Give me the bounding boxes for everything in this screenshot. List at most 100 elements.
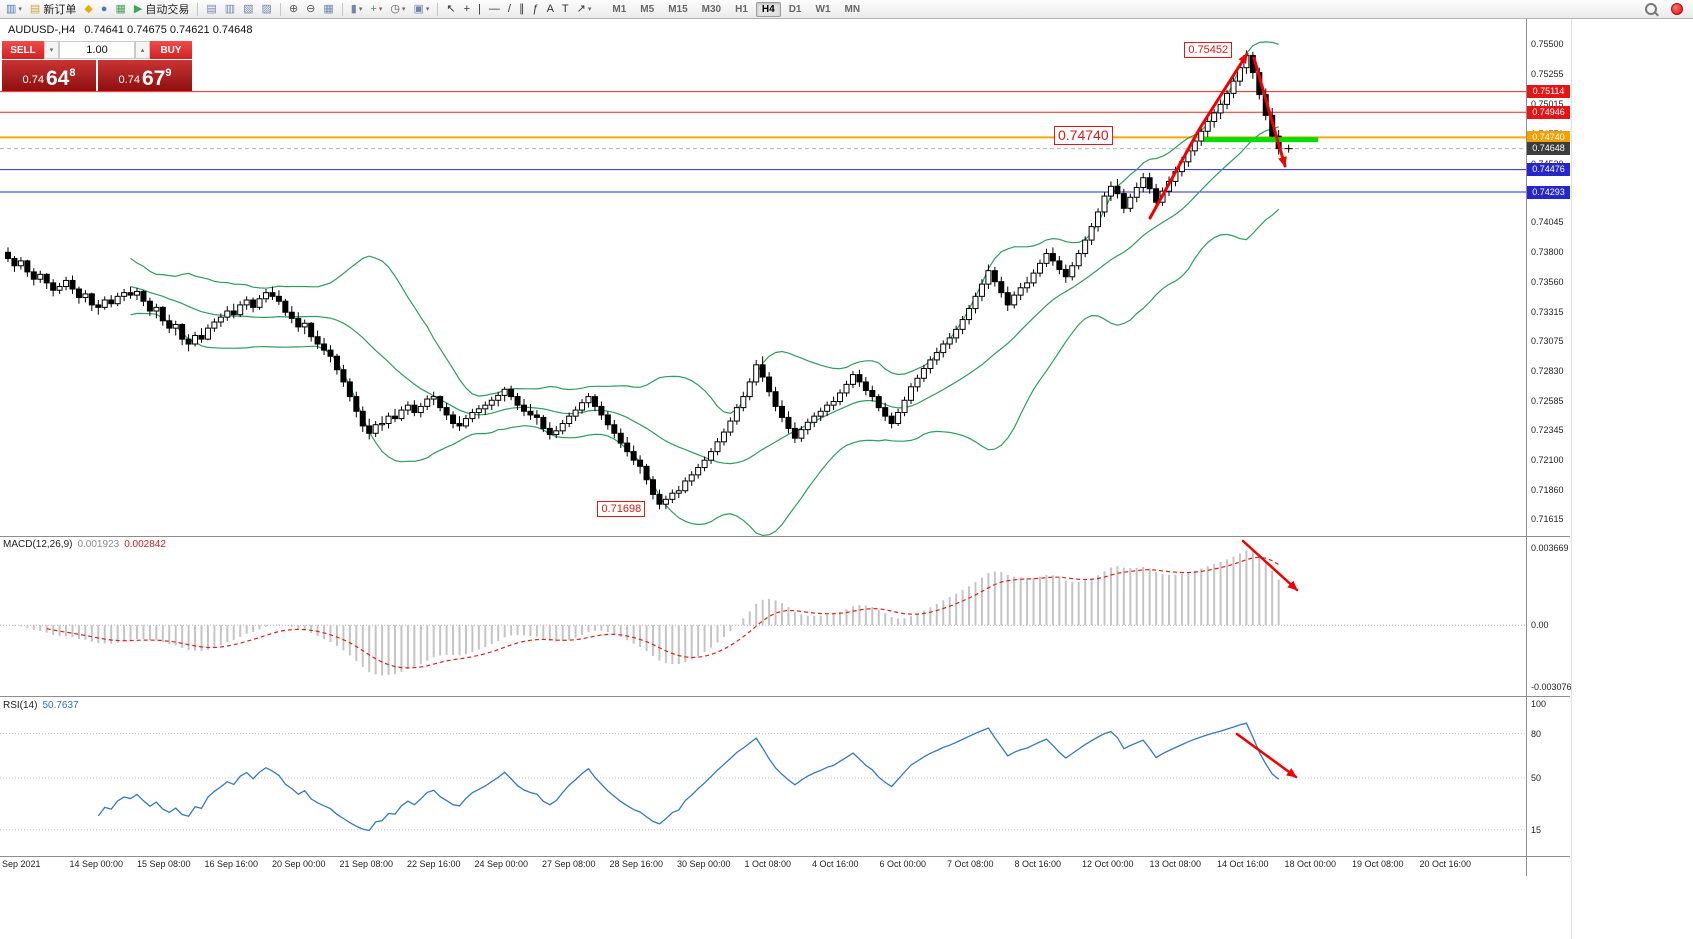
price-label: 0.75114 (1527, 85, 1570, 99)
arrows-tool-glyph: ↗ (576, 2, 586, 15)
autotrading-button[interactable]: ▶ 自动交易 (131, 1, 192, 18)
grid-button[interactable]: ▦ (320, 1, 336, 18)
search-icon[interactable] (1645, 3, 1657, 15)
alert-icon-glyph: ◆ (84, 2, 93, 15)
price-tick: 0.75015 (1531, 98, 1564, 109)
timeframe-m30[interactable]: M30 (701, 3, 722, 15)
chart-canvas[interactable] (0, 0, 1570, 880)
time-label: 19 Oct 08:00 (1352, 859, 1404, 869)
time-label: Sep 2021 (2, 859, 41, 869)
time-label: 14 Sep 00:00 (69, 859, 124, 869)
time-label: 1 Oct 08:00 (744, 859, 792, 869)
zoom-out-button-glyph: ⊖ (306, 2, 316, 15)
time-label: 28 Sep 16:00 (609, 859, 664, 869)
fibonacci-tool-glyph: ƒ (532, 2, 539, 15)
alert-icon[interactable]: ◆ (81, 1, 95, 18)
pane-separator-rsi[interactable] (0, 696, 1570, 697)
volume-input[interactable]: 1.00 (59, 41, 135, 59)
volume-decrease-button[interactable]: ▾ (44, 41, 59, 59)
chart-type-button-glyph: ▮ (350, 2, 357, 15)
pane-separator-macd[interactable] (0, 536, 1570, 537)
add-indicator-button-glyph: + (370, 2, 377, 15)
horizontal-line-tool[interactable]: — (486, 1, 503, 18)
price-tick: 0.72100 (1531, 455, 1564, 466)
macd-down-arrow (1241, 539, 1299, 592)
buy-price-button[interactable]: 0.74 67 9 (98, 60, 192, 91)
price-label: 0.74476 (1527, 163, 1570, 177)
zoom-in-button[interactable]: ⊕ (286, 1, 301, 18)
price-tick: 0.71860 (1531, 484, 1564, 495)
cursor-tool[interactable]: ↖ (443, 1, 458, 18)
timeframe-mn[interactable]: MN (844, 3, 861, 15)
timeframe-m1[interactable]: M1 (612, 3, 627, 15)
add-indicator-button[interactable]: + ▾ (367, 1, 385, 18)
high-price-annotation[interactable]: 0.75452 (1184, 42, 1233, 59)
text-tool[interactable]: A (544, 1, 557, 18)
volume-increase-button[interactable]: ▴ (135, 41, 150, 59)
macd-value-signal: 0.002842 (124, 539, 166, 550)
zoom-out-button[interactable]: ⊖ (303, 1, 318, 18)
sell-button[interactable]: SELL (2, 41, 44, 59)
price-label: 0.74946 (1527, 105, 1570, 119)
timeframe-m15[interactable]: M15 (668, 3, 688, 15)
time-label: 20 Oct 16:00 (1419, 859, 1472, 869)
crosshair-tool[interactable]: + (461, 1, 473, 18)
templates-button[interactable]: ▣ ▾ (410, 1, 432, 18)
sell-price-main: 64 (45, 67, 70, 90)
bollinger-middle-band (130, 126, 1279, 465)
trendline-tool[interactable]: / (505, 1, 514, 18)
time-label: 15 Sep 08:00 (137, 859, 191, 869)
chevron-down-icon: ▾ (401, 6, 406, 13)
fibonacci-tool[interactable]: ƒ (529, 1, 541, 18)
toolbar-separator (341, 2, 343, 16)
toolbar-separator (437, 2, 439, 16)
toolbar-separator (279, 2, 281, 16)
cascade-windows-icon[interactable]: ▧ (240, 1, 256, 18)
timeframe-h1[interactable]: H1 (735, 3, 748, 15)
news-icon[interactable]: ● (98, 1, 111, 18)
vertical-line-tool-glyph: | (478, 2, 481, 15)
timeframe-h4[interactable]: H4 (755, 1, 781, 17)
timeframe-w1[interactable]: W1 (815, 3, 831, 15)
macd-label: MACD(12,26,9) 0.001923 0.002842 (3, 539, 166, 550)
macd-scale-label: 0.003669 (1531, 543, 1569, 553)
time-label: 4 Oct 16:00 (812, 859, 859, 869)
label-tool[interactable]: T (559, 1, 572, 18)
news-icon-glyph: ● (100, 2, 108, 15)
rsi-value: 50.7637 (42, 700, 79, 711)
vertical-line-tool[interactable]: | (475, 1, 484, 18)
new-order-button[interactable]: ▤ 新订单 (27, 1, 79, 18)
chevron-down-icon: ▾ (425, 6, 430, 13)
arrange-windows-icon[interactable]: ▨ (259, 1, 275, 18)
macd-scale-label: 0.00 (1531, 620, 1549, 631)
tile-vertical-icon[interactable]: ▥ (222, 1, 238, 18)
horizontal-line-tool-glyph: — (488, 2, 500, 15)
chevron-down-icon: ▾ (587, 6, 592, 13)
chevron-down-icon: ▾ (358, 6, 363, 13)
time-label: 27 Sep 08:00 (542, 859, 596, 869)
notification-icon[interactable] (1671, 3, 1683, 15)
timeframe-buttons: M1 M5 M15 M30 H1 H4 D1 W1 MN (605, 1, 867, 17)
tile-horizontal-icon[interactable]: ▤ (203, 1, 219, 18)
trendline-tool-glyph: / (507, 2, 511, 15)
buy-button[interactable]: BUY (150, 41, 192, 59)
new-chart-button[interactable]: ▥ ▾ (3, 1, 25, 18)
market-watch-icon[interactable]: ▦ (112, 1, 128, 18)
chart-type-button[interactable]: ▮ ▾ (348, 1, 366, 18)
pivot-price-annotation[interactable]: 0.74740 (1054, 126, 1113, 146)
period-button[interactable]: ◷ ▾ (387, 1, 408, 18)
time-label: 14 Oct 16:00 (1217, 859, 1269, 869)
timeframe-d1[interactable]: D1 (788, 3, 802, 15)
chevron-down-icon: ▾ (378, 6, 383, 13)
cursor-tool-glyph: ↖ (446, 2, 456, 15)
price-tick: 0.74045 (1531, 217, 1564, 228)
cascade-windows-icon-glyph: ▧ (243, 2, 254, 15)
channel-tool[interactable]: ∥ (516, 1, 528, 18)
timeframe-m5[interactable]: M5 (640, 3, 655, 15)
arrows-tool[interactable]: ↗ ▾ (574, 1, 595, 18)
sell-price-button[interactable]: 0.74 64 8 (2, 60, 96, 91)
time-label: 24 Sep 00:00 (474, 859, 529, 869)
time-label: 6 Oct 00:00 (879, 859, 927, 869)
low-price-annotation[interactable]: 0.71698 (597, 501, 646, 518)
